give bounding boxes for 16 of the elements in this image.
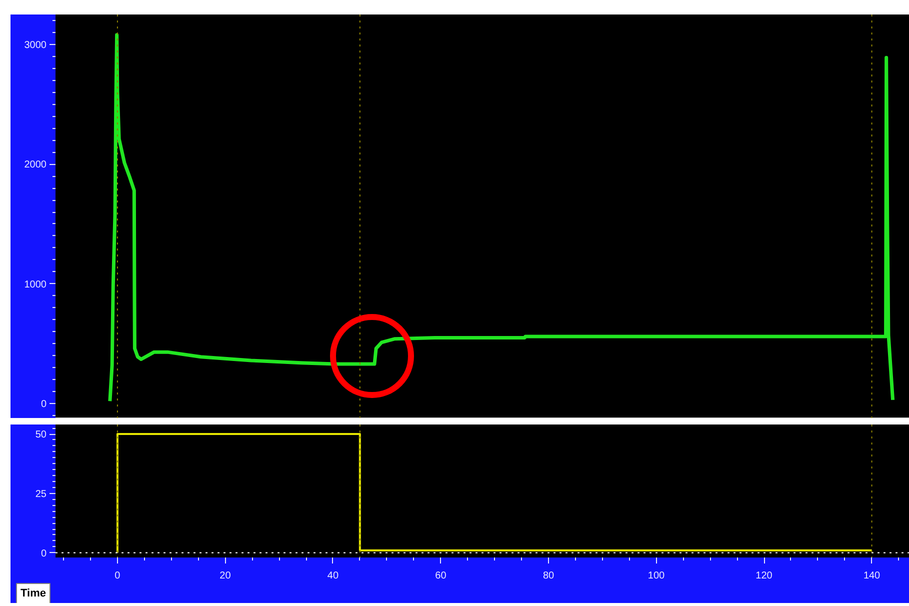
x-tick-label: 0 [114,570,121,582]
y-tick-label: 50 [35,430,47,440]
x-tick-label: 80 [542,570,555,582]
y-tick-label: 1000 [24,279,47,290]
x-tick-label: 140 [863,570,881,582]
y-tick-label: 0 [40,399,47,410]
x-tick-label: 40 [327,570,339,582]
x-tick-label: 20 [220,570,232,582]
y-tick-label: 0 [40,548,47,560]
x-axis-title: Time [20,588,46,600]
x-tick-label: 100 [648,570,666,582]
y-tick-label: 3000 [24,40,47,51]
y-tick-label: 2000 [24,160,47,171]
y-tick-label: 25 [35,488,47,500]
x-tick-label: 120 [756,570,773,582]
x-tick-label: 60 [435,570,447,582]
